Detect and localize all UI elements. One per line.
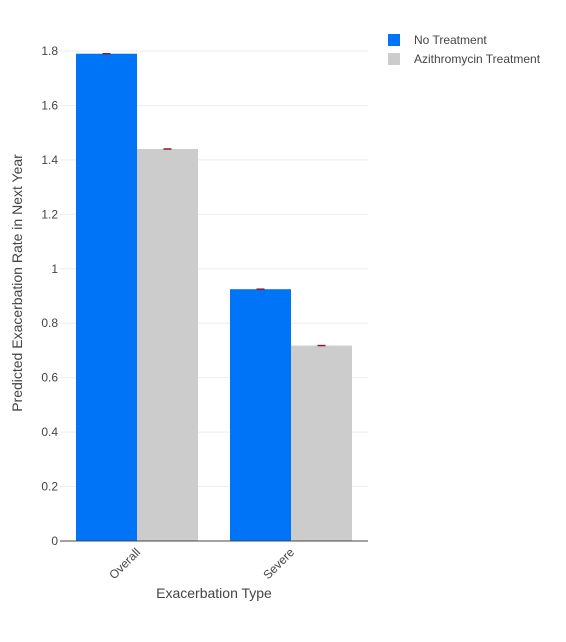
legend-entry: Azithromycin Treatment (414, 52, 541, 66)
y-tick-label: 0.2 (41, 480, 58, 494)
y-tick-label: 0.6 (41, 371, 58, 385)
y-tick-label: 0 (51, 534, 58, 548)
legend-entry: No Treatment (414, 33, 487, 47)
x-tick-label: Severe (260, 545, 297, 582)
bar-azithromycin-treatment-overall (137, 149, 198, 541)
legend-swatch (388, 53, 400, 65)
x-tick-labels: Overall Severe (106, 545, 297, 582)
y-tick-label: 0.8 (41, 316, 58, 330)
bar-no-treatment-severe (230, 289, 291, 541)
legend: No Treatment Azithromycin Treatment (388, 33, 541, 66)
x-axis-title: Exacerbation Type (156, 585, 272, 601)
y-tick-label: 1.8 (41, 44, 58, 58)
bar-no-treatment-overall (76, 53, 137, 541)
y-tick-label: 0.4 (41, 425, 58, 439)
y-tick-label: 1.6 (41, 98, 58, 112)
y-tick-label: 1.4 (41, 153, 58, 167)
y-tick-label: 1.2 (41, 207, 58, 221)
legend-swatch (388, 34, 400, 46)
y-tick-labels: 0 0.2 0.4 0.6 0.8 1 1.2 1.4 1.6 1.8 (41, 44, 58, 548)
bars (76, 52, 352, 541)
bar-azithromycin-treatment-severe (291, 345, 352, 541)
y-tick-label: 1 (51, 262, 58, 276)
x-tick-label: Overall (106, 545, 143, 582)
y-axis-title: Predicted Exacerbation Rate in Next Year (9, 154, 25, 412)
